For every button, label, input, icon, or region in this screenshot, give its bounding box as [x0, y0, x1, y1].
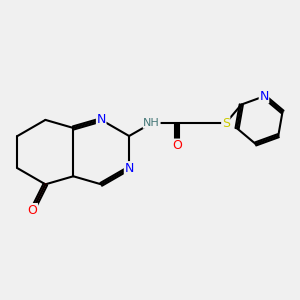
- Text: N: N: [259, 90, 269, 103]
- Text: O: O: [28, 204, 38, 217]
- Text: S: S: [222, 117, 230, 130]
- Text: O: O: [172, 139, 182, 152]
- Text: N: N: [124, 162, 134, 175]
- Text: N: N: [97, 113, 106, 126]
- Text: NH: NH: [143, 118, 160, 128]
